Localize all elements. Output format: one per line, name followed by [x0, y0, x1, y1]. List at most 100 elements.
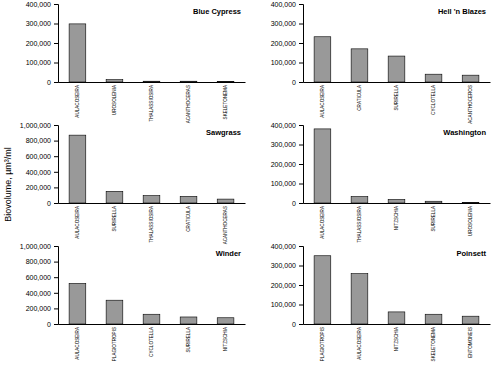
bar: [425, 314, 442, 324]
bar: [143, 81, 160, 82]
y-tick-label: 600,000: [26, 153, 51, 160]
x-tick: SURIRELLA: [431, 203, 436, 232]
x-tick: SKELETONEMA: [223, 82, 228, 119]
y-tick-mark: [299, 63, 303, 64]
bar: [314, 129, 331, 203]
y-tick-label: 1,000,000: [20, 122, 51, 129]
y-tick-label: 100,000: [271, 180, 296, 187]
x-tick-label: THALASSIOSIRA: [149, 84, 154, 121]
y-tick-label: 400,000: [26, 1, 51, 8]
panel: 0200,000400,000600,000800,0001,000,000AU…: [20, 122, 246, 245]
bar: [143, 314, 160, 324]
x-tick: PLAGIOTROPIS: [320, 324, 325, 361]
y-axis-line: [54, 126, 59, 204]
y-tick-mark: [54, 43, 58, 44]
y-tick: 200,000: [26, 184, 58, 191]
x-tick-label: SKELETONEMA: [431, 326, 436, 361]
bar: [425, 74, 442, 82]
x-tick-label: ACANTHOCEROS: [468, 85, 473, 124]
bar: [351, 274, 368, 324]
y-tick: 600,000: [26, 274, 58, 281]
x-tick: THALASSIOSIRA: [149, 82, 154, 122]
x-tick: NITZSCHIA: [394, 203, 399, 230]
y-tick-label: 400,000: [26, 169, 51, 176]
y-tick: 0: [47, 79, 58, 86]
bars: [314, 256, 479, 324]
x-tick: SKELETONEMA: [431, 324, 436, 361]
panel-title: Washington: [443, 128, 486, 137]
x-tick: AULACOSEIRA: [75, 82, 80, 118]
x-tick-label: SURIRELLA: [186, 326, 191, 352]
bars: [314, 129, 479, 203]
y-axis-title: Biovolume, µm³/ml: [3, 147, 13, 222]
x-tick: SURIRELLA: [112, 203, 117, 232]
figure: Biovolume, µm³/ml0100,000200,000300,0004…: [0, 0, 500, 369]
y-tick-mark: [299, 285, 303, 286]
y-tick-label: 800,000: [26, 258, 51, 265]
x-tick-label: THALASSIOSIRA: [357, 205, 362, 242]
y-tick-label: 0: [47, 321, 51, 328]
panel-title: Sawgrass: [206, 128, 241, 137]
y-tick-mark: [299, 145, 303, 146]
y-tick: 800,000: [26, 137, 58, 144]
y-tick-label: 200,000: [271, 40, 296, 47]
y-tick-label: 100,000: [26, 59, 51, 66]
y-tick-label: 300,000: [271, 141, 296, 148]
y-tick: 600,000: [26, 153, 58, 160]
bars: [314, 37, 479, 82]
panel-title: Hell 'n Blazes: [438, 7, 486, 16]
y-tick-label: 600,000: [26, 274, 51, 281]
x-tick: THALASSIOSIRA: [357, 203, 362, 243]
x-tick-label: AULACOSEIRA: [320, 84, 325, 118]
y-tick-mark: [54, 324, 58, 325]
x-axis: AULACOSEIRACRATICULASURIRELLACYCLOTELLAA…: [304, 82, 491, 124]
y-tick-mark: [299, 266, 303, 267]
y-tick-label: 0: [292, 321, 296, 328]
bar: [388, 199, 405, 203]
x-tick-label: CYCLOTELLA: [149, 326, 154, 357]
y-tick: 200,000: [271, 161, 303, 168]
x-axis: AULACOSEIRASURIRELLATHALASSIOSIRACRATICU…: [59, 203, 246, 244]
bar: [314, 256, 331, 324]
y-axis: 0200,000400,000600,000800,0001,000,000: [20, 122, 59, 207]
x-axis-line: [59, 324, 246, 325]
x-tick-label: PLAGIOTROPIS: [112, 327, 117, 361]
bar: [314, 37, 331, 82]
bars: [69, 283, 234, 324]
y-tick-label: 1,000,000: [20, 243, 51, 250]
y-tick: 400,000: [271, 243, 303, 250]
y-tick-mark: [299, 184, 303, 185]
x-tick-label: NITZSCHIA: [223, 326, 228, 351]
x-tick: PLAGIOTROPIS: [112, 324, 117, 361]
y-tick-label: 200,000: [26, 184, 51, 191]
panel: 0100,000200,000300,000400,000AULACOSEIRA…: [271, 122, 491, 243]
x-tick-label: CRATICULA: [186, 205, 191, 232]
y-tick: 400,000: [26, 290, 58, 297]
bar: [180, 196, 197, 203]
x-tick-label: AULACOSEIRA: [75, 326, 80, 360]
x-tick-label: SURIRELLA: [431, 205, 436, 231]
y-tick-label: 200,000: [271, 161, 296, 168]
x-tick-label: ENTOMONEIS: [468, 327, 473, 358]
y-tick-mark: [299, 164, 303, 165]
y-tick-label: 400,000: [271, 122, 296, 129]
x-axis-line: [59, 203, 246, 204]
x-tick-label: UROSOLENIA: [112, 84, 117, 115]
y-tick-mark: [54, 4, 58, 5]
panel: 0100,000200,000300,000400,000AULACOSEIRA…: [271, 1, 491, 124]
y-tick-label: 300,000: [271, 262, 296, 269]
x-tick-label: PLAGIOTROPIS: [320, 327, 325, 361]
bar: [180, 317, 197, 324]
x-axis-line: [59, 82, 246, 83]
y-axis-line: [299, 5, 304, 83]
y-tick-mark: [299, 82, 303, 83]
x-tick-label: AULACOSEIRA: [75, 205, 80, 239]
x-tick: CRATICULA: [186, 203, 191, 232]
y-tick-mark: [299, 305, 303, 306]
y-tick-mark: [54, 203, 58, 204]
y-tick-mark: [54, 262, 58, 263]
y-tick-mark: [299, 125, 303, 126]
y-tick: 200,000: [26, 305, 58, 312]
x-axis-line: [304, 324, 491, 325]
y-tick-mark: [54, 246, 58, 247]
